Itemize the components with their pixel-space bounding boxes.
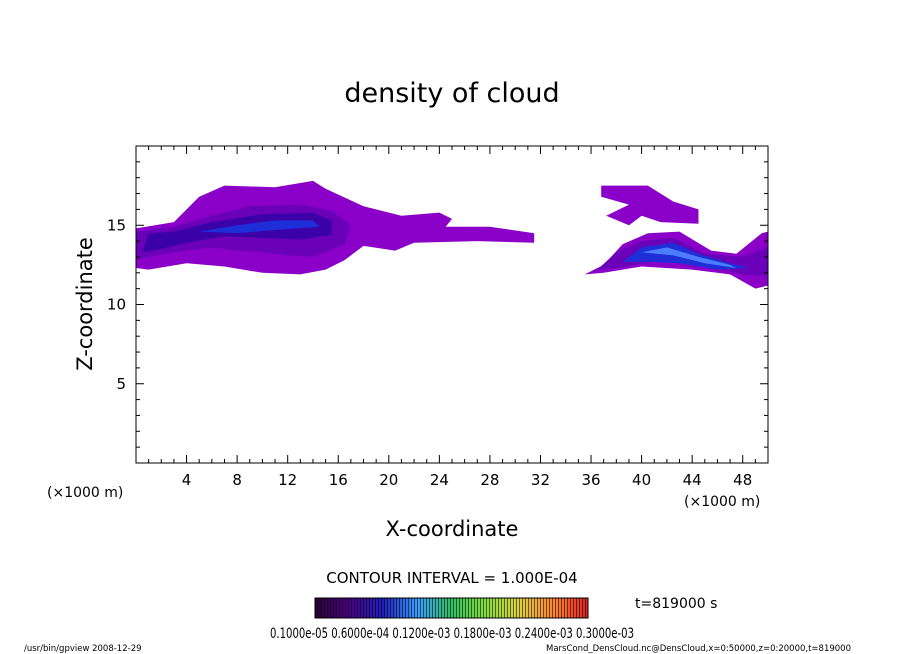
- x-tick-label: 40: [632, 471, 651, 489]
- time-label: t=819000 s: [635, 596, 717, 612]
- density-region-purple: [601, 185, 699, 226]
- density-region-light_blue: [641, 247, 737, 268]
- x-tick-label: 28: [480, 471, 499, 489]
- x-tick-label: 4: [182, 471, 192, 489]
- footer-right: MarsCond_DensCloud.nc@DensCloud,x=0:5000…: [546, 644, 851, 654]
- y-tick-label: 10: [107, 296, 126, 314]
- x-tick-label: 8: [232, 471, 242, 489]
- colorbar: [314, 597, 589, 619]
- chart-title: density of cloud: [344, 78, 559, 109]
- x-tick-label: 12: [278, 471, 297, 489]
- x-tick-label: 24: [430, 471, 449, 489]
- y-axis-label: Z-coordinate: [73, 237, 97, 371]
- footer-left: /usr/bin/gpview 2008-12-29: [24, 644, 142, 654]
- density-region-blue: [199, 220, 320, 234]
- x-tick-label: 16: [329, 471, 348, 489]
- density-regions: [136, 180, 768, 289]
- x-tick-label: 20: [379, 471, 398, 489]
- axis-ticks: [136, 146, 768, 463]
- y-tick-label: 5: [116, 375, 126, 393]
- x-tick-label: 48: [733, 471, 752, 489]
- y-tick-label: 15: [107, 216, 126, 234]
- x-tick-label: 36: [581, 471, 600, 489]
- contour-interval-label: CONTOUR INTERVAL = 1.000E-04: [326, 569, 577, 587]
- x-axis-label: X-coordinate: [386, 517, 519, 541]
- x-unit-label-right: (×1000 m): [684, 494, 760, 510]
- colorbar-labels: 0.1000e-05 0.6000e-04 0.1200e-03 0.1800e…: [270, 626, 634, 642]
- x-tick-label: 44: [683, 471, 702, 489]
- x-unit-label-left: (×1000 m): [47, 485, 123, 501]
- x-tick-label: 32: [531, 471, 550, 489]
